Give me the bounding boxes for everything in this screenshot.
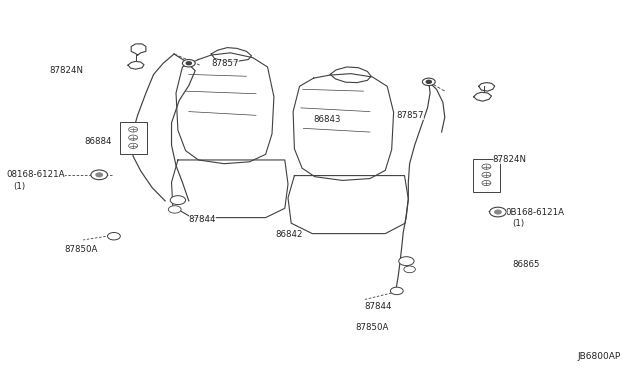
- Circle shape: [129, 143, 138, 148]
- Text: 86843: 86843: [314, 115, 341, 124]
- Text: 86884: 86884: [84, 137, 112, 146]
- Circle shape: [170, 196, 186, 205]
- Circle shape: [490, 207, 506, 217]
- Circle shape: [482, 180, 491, 186]
- Circle shape: [495, 210, 501, 214]
- Text: 87844: 87844: [365, 302, 392, 311]
- Circle shape: [482, 172, 491, 177]
- Text: 87857: 87857: [211, 59, 239, 68]
- Circle shape: [482, 164, 491, 169]
- Circle shape: [129, 135, 138, 140]
- Text: 87824N: 87824N: [49, 66, 83, 75]
- Text: 87850A: 87850A: [64, 245, 97, 254]
- Text: 08168-6121A: 08168-6121A: [6, 170, 65, 179]
- Circle shape: [186, 62, 191, 65]
- Circle shape: [404, 266, 415, 273]
- Circle shape: [168, 206, 181, 213]
- Circle shape: [108, 232, 120, 240]
- Circle shape: [399, 257, 414, 266]
- Circle shape: [91, 170, 108, 180]
- Text: 87844: 87844: [189, 215, 216, 224]
- Text: 86842: 86842: [275, 230, 303, 239]
- Circle shape: [426, 80, 431, 83]
- Text: (1): (1): [512, 219, 524, 228]
- Circle shape: [96, 173, 102, 177]
- Circle shape: [390, 287, 403, 295]
- Text: 87824N: 87824N: [493, 155, 527, 164]
- Circle shape: [422, 78, 435, 86]
- Text: 86865: 86865: [512, 260, 540, 269]
- FancyBboxPatch shape: [120, 122, 147, 154]
- Circle shape: [129, 127, 138, 132]
- Text: (1): (1): [13, 182, 25, 190]
- Text: 87857: 87857: [397, 111, 424, 120]
- Circle shape: [182, 60, 195, 67]
- Text: 87850A: 87850A: [355, 323, 388, 332]
- FancyBboxPatch shape: [473, 159, 500, 192]
- Text: 0B168-6121A: 0B168-6121A: [506, 208, 564, 217]
- Text: JB6800AP: JB6800AP: [577, 352, 621, 361]
